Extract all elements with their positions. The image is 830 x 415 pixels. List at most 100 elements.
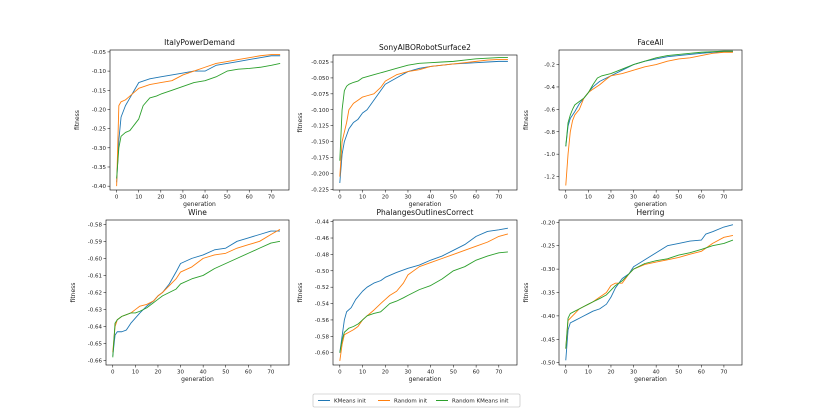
x-tick-label: 60: [245, 370, 252, 376]
y-tick-label: -0.050: [311, 76, 329, 82]
x-tick-label: 70: [268, 195, 275, 201]
x-tick-label: 70: [720, 195, 727, 201]
series-line-kmeans-init: [339, 227, 508, 353]
series-line-random-init: [339, 233, 509, 361]
y-tick-label: -1.2: [544, 175, 555, 181]
plot-frame: [109, 49, 290, 191]
x-tick-label: 50: [675, 370, 682, 376]
x-axis-label: generation: [409, 376, 442, 383]
x-tick-label: 50: [222, 370, 229, 376]
y-tick-label: -0.52: [315, 285, 329, 291]
y-tick-label: -1.0: [544, 152, 555, 158]
legend-label-random-init: Random init: [394, 399, 428, 405]
subplot-title: PhalangesOutlinesCorrect: [376, 208, 473, 217]
x-tick-label: 20: [382, 370, 389, 376]
series-line-random-kmeans-init: [565, 239, 734, 349]
y-tick-label: -0.56: [315, 318, 330, 324]
x-tick-label: 10: [359, 195, 366, 201]
subplot-faceall: FaceAll 0 10 20 30 40 50 60 70 -1.2 -1.0 -0.8 -0.6 -0…: [523, 38, 743, 208]
legend: KMeans init Random init Random KMeans in…: [312, 393, 521, 408]
x-axis-label: generation: [183, 201, 216, 208]
x-tick-label: 60: [246, 195, 253, 201]
y-tick-label: -0.15: [92, 88, 107, 94]
x-tick-label: 60: [698, 195, 705, 201]
y-axis-label: fitness: [297, 113, 304, 133]
y-tick-label: -0.50: [315, 269, 330, 275]
plot-frame: [558, 219, 743, 366]
x-tick-label: 30: [179, 195, 186, 201]
subplot-grid: ItalyPowerDemand 0 10 20 30 40 50 60 70 -0.40 -0.3…: [70, 38, 743, 383]
series-line-kmeans-init: [116, 55, 281, 183]
y-tick-label: -0.25: [541, 244, 556, 250]
series-line-random-init: [112, 228, 281, 353]
x-tick-label: 40: [200, 370, 207, 376]
series-line-random-init: [565, 234, 734, 349]
x-tick-label: 20: [154, 370, 161, 376]
series-line-random-init: [339, 59, 508, 177]
y-tick-label: -0.05: [92, 50, 107, 56]
series-line-random-kmeans-init: [112, 240, 281, 358]
subplot-herring: Herring 0 10 20 30 40 50 60 70 -0.50 -0.45 -0.40 -0.…: [523, 208, 743, 383]
x-tick-label: 20: [157, 195, 164, 201]
subplot-title: Herring: [637, 208, 665, 217]
series-line-random-kmeans-init: [339, 57, 508, 161]
series-line-kmeans-init: [565, 224, 734, 361]
y-tick-label: -0.075: [311, 92, 329, 98]
y-tick-label: -0.45: [541, 337, 556, 343]
plot-frame: [332, 219, 518, 366]
y-tick-label: -0.025: [311, 60, 329, 66]
y-tick-label: -0.40: [92, 184, 107, 190]
x-tick-label: 10: [585, 370, 592, 376]
y-axis-label: fitness: [74, 110, 81, 130]
y-tick-label: -0.58: [88, 222, 103, 228]
subplot-title: ItalyPowerDemand: [164, 38, 235, 47]
series-group: [339, 227, 509, 361]
x-tick-label: 30: [177, 370, 184, 376]
x-tick-label: 70: [495, 370, 502, 376]
x-tick-label: 70: [495, 195, 502, 201]
x-tick-label: 10: [585, 195, 592, 201]
y-tick-label: -0.50: [541, 361, 556, 367]
y-tick-label: -0.30: [92, 146, 107, 152]
y-axis-label: fitness: [523, 110, 530, 130]
x-axis-label: generation: [181, 376, 214, 383]
y-tick-label: -0.200: [311, 171, 329, 177]
y-tick-label: -0.30: [541, 267, 556, 273]
series-line-random-kmeans-init: [565, 50, 733, 147]
x-tick-label: 10: [132, 370, 139, 376]
plot-frame: [558, 49, 743, 191]
y-tick-label: -0.61: [88, 273, 102, 279]
x-tick-label: 60: [473, 195, 480, 201]
series-line-random-init: [116, 54, 281, 187]
y-tick-label: -0.62: [88, 291, 102, 297]
y-tick-label: -0.54: [315, 302, 330, 308]
y-tick-label: -0.66: [88, 359, 103, 365]
y-tick-label: -0.8: [544, 130, 555, 136]
x-tick-label: 40: [427, 370, 434, 376]
series-line-kmeans-init: [339, 60, 508, 184]
series-line-kmeans-init: [112, 230, 280, 356]
subplot-italypowerdemand: ItalyPowerDemand 0 10 20 30 40 50 60 70 -0.40 -0.3…: [74, 38, 290, 208]
y-axis-label: fitness: [70, 283, 77, 303]
y-tick-label: -0.225: [311, 187, 329, 193]
y-tick-label: -0.60: [88, 256, 103, 262]
series-group: [565, 50, 733, 186]
x-axis-label: generation: [634, 376, 667, 383]
x-tick-label: 0: [564, 195, 568, 201]
subplot-title: SonyAIBORobotSurface2: [379, 43, 471, 52]
y-tick-label: -0.63: [88, 308, 103, 314]
x-tick-label: 0: [338, 195, 342, 201]
series-line-random-kmeans-init: [339, 251, 508, 353]
y-tick-label: -0.60: [315, 351, 330, 357]
x-tick-label: 30: [404, 195, 411, 201]
series-group: [112, 228, 281, 358]
x-tick-label: 40: [427, 195, 434, 201]
x-tick-label: 0: [115, 195, 119, 201]
x-tick-label: 60: [473, 370, 480, 376]
y-tick-label: -0.64: [88, 325, 103, 331]
x-tick-label: 0: [564, 370, 568, 376]
y-tick-label: -0.2: [544, 63, 555, 69]
subplot-sonyaiborobotsurface2: SonyAIBORobotSurface2 0 10 20 30 40 50 60 70 -0.2…: [297, 43, 518, 208]
x-tick-label: 40: [653, 195, 660, 201]
